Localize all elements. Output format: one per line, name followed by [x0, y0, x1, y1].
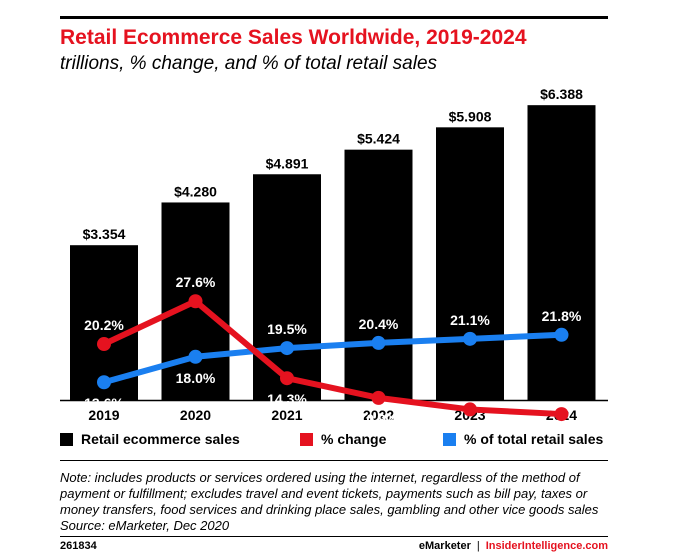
- bar-label-2021: $4.891: [266, 155, 309, 171]
- share-point-2021: [280, 341, 294, 356]
- chart-id: 261834: [60, 540, 97, 552]
- change-point-2021: [280, 371, 294, 386]
- bar-2023: [436, 127, 504, 401]
- chart-subtitle: trillions, % change, and % of total reta…: [60, 53, 438, 74]
- bar-label-2019: $3.354: [83, 226, 126, 242]
- change-point-2022: [371, 390, 386, 405]
- legend-item-change: % change: [300, 431, 386, 447]
- change-point-2023: [463, 402, 477, 417]
- footer: 261834 eMarketer | InsiderIntelligence.com: [60, 540, 608, 556]
- x-tick-label-2020: 2020: [180, 407, 211, 423]
- change-point-2024: [554, 407, 569, 422]
- legend-label-share: % of total retail sales: [464, 431, 604, 447]
- change-label-2020: 27.6%: [176, 274, 216, 290]
- bar-label-2024: $6.388: [540, 86, 583, 102]
- change-label-2021: 14.3%: [267, 391, 307, 407]
- bar-2021: [253, 174, 321, 400]
- x-tick-label-2022: 2022: [363, 407, 394, 423]
- share-point-2022: [371, 335, 386, 350]
- chart-note: Note: includes products or services orde…: [60, 470, 620, 534]
- share-label-2022: 20.4%: [359, 316, 399, 332]
- bar-2024: [527, 105, 596, 401]
- legend-item-share: % of total retail sales: [443, 431, 603, 447]
- legend-swatch-change: [300, 432, 313, 446]
- x-tick-label-2021: 2021: [271, 407, 302, 423]
- legend-label-change: % change: [321, 431, 387, 447]
- share-line: [101, 331, 565, 386]
- share-label-2021: 19.5%: [267, 321, 307, 337]
- share-point-2019: [97, 375, 111, 390]
- brand-emarketer: eMarketer: [418, 540, 471, 552]
- legend: Retail ecommerce sales % change % of tot…: [60, 431, 620, 453]
- bar-label-2020: $4.280: [174, 183, 217, 199]
- bar-2022: [344, 149, 413, 400]
- change-label-2022: 10.9%: [359, 411, 399, 427]
- legend-swatch-sales: [60, 432, 73, 446]
- share-label-2020: 18.0%: [176, 370, 216, 386]
- chart-title: Retail Ecommerce Sales Worldwide, 2019-2…: [60, 26, 527, 49]
- change-point-2019: [97, 337, 111, 352]
- share-point-2024: [554, 327, 569, 342]
- share-label-2024: 21.8%: [542, 308, 582, 324]
- chart-area: $3.354 $4.280 $4.891 $5.424 $5.908 $6.388 2019…: [60, 86, 608, 430]
- footer-brand: eMarketer | InsiderIntelligence.com: [419, 540, 608, 552]
- legend-label-sales: Retail ecommerce sales: [81, 431, 240, 447]
- change-line: [101, 298, 565, 418]
- brand-separator: |: [476, 540, 480, 552]
- note-text: Note: includes products or services orde…: [60, 470, 599, 517]
- change-label-2023: 8.9%: [454, 422, 486, 430]
- legend-item-sales: Retail ecommerce sales: [60, 431, 240, 447]
- brand-insiderintelligence[interactable]: InsiderIntelligence.com: [485, 540, 608, 552]
- share-point-2020: [188, 349, 203, 364]
- share-point-2023: [463, 331, 477, 346]
- change-label-2024: 8.1%: [546, 427, 578, 430]
- x-tick-label-2019: 2019: [88, 407, 119, 423]
- footer-divider: [60, 536, 608, 537]
- change-label-2019: 20.2%: [84, 317, 124, 333]
- legend-swatch-share: [443, 432, 456, 446]
- bar-label-2022: $5.424: [357, 131, 400, 147]
- change-point-2020: [188, 294, 203, 309]
- note-source: Source: eMarketer, Dec 2020: [60, 518, 230, 533]
- share-label-2023: 21.1%: [450, 312, 490, 328]
- share-label-2019: 13.6%: [84, 395, 124, 411]
- note-divider: [60, 460, 608, 461]
- top-rule: [60, 16, 608, 19]
- bar-label-2023: $5.908: [449, 108, 492, 124]
